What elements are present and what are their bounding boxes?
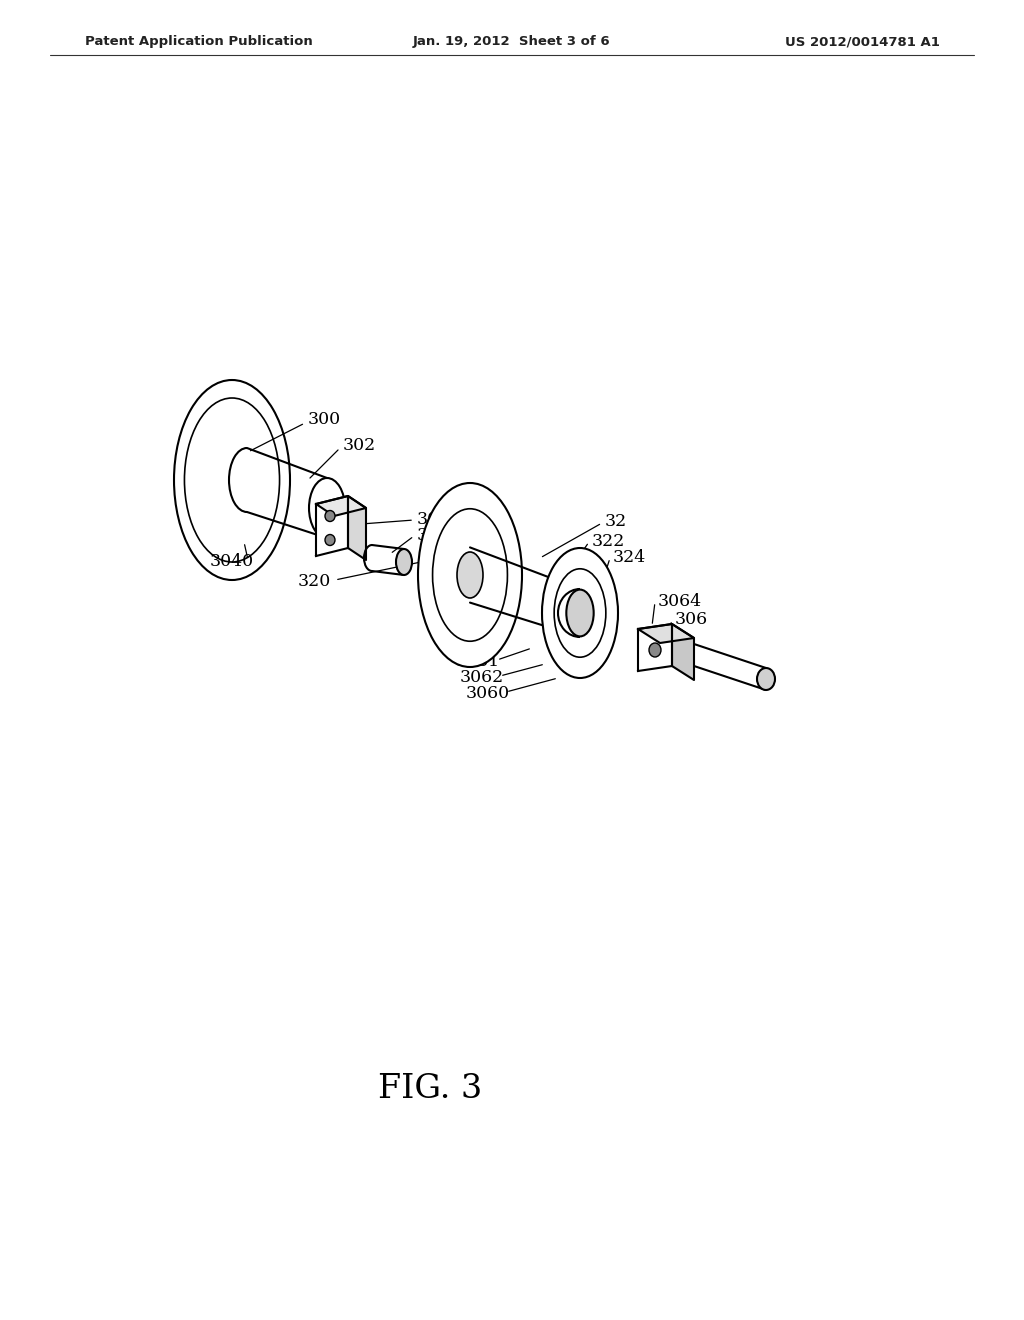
Ellipse shape	[325, 535, 335, 545]
Text: 3060: 3060	[466, 685, 510, 702]
Text: 300: 300	[308, 412, 341, 429]
Polygon shape	[672, 624, 694, 680]
Ellipse shape	[418, 483, 522, 667]
Text: 306: 306	[675, 611, 709, 628]
Text: 320: 320	[298, 573, 331, 590]
Polygon shape	[316, 496, 366, 516]
Text: Patent Application Publication: Patent Application Publication	[85, 36, 312, 49]
Ellipse shape	[649, 643, 662, 657]
Ellipse shape	[757, 668, 775, 690]
Text: 324: 324	[613, 549, 646, 566]
Text: 3064: 3064	[658, 594, 702, 610]
Polygon shape	[638, 624, 672, 671]
Ellipse shape	[174, 380, 290, 579]
Ellipse shape	[457, 552, 483, 598]
Ellipse shape	[566, 590, 594, 636]
Text: Jan. 19, 2012  Sheet 3 of 6: Jan. 19, 2012 Sheet 3 of 6	[414, 36, 610, 49]
Text: 32: 32	[605, 512, 628, 529]
Text: 308: 308	[417, 528, 451, 544]
Text: 3040: 3040	[210, 553, 254, 570]
Text: 3062: 3062	[460, 669, 504, 686]
Ellipse shape	[396, 549, 412, 576]
Polygon shape	[348, 496, 366, 560]
Text: 322: 322	[592, 532, 626, 549]
Ellipse shape	[542, 548, 618, 678]
Text: FIG. 3: FIG. 3	[378, 1073, 482, 1105]
Text: 302: 302	[343, 437, 376, 454]
Polygon shape	[638, 624, 694, 643]
Text: 304: 304	[417, 511, 451, 528]
Text: 3061: 3061	[456, 653, 500, 671]
Ellipse shape	[309, 478, 345, 539]
Text: US 2012/0014781 A1: US 2012/0014781 A1	[785, 36, 940, 49]
Ellipse shape	[325, 511, 335, 521]
Polygon shape	[316, 496, 348, 556]
